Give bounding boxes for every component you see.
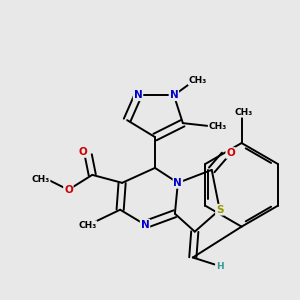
Text: H: H bbox=[216, 262, 224, 271]
Text: CH₃: CH₃ bbox=[189, 76, 207, 85]
Text: O: O bbox=[79, 147, 88, 157]
Text: CH₃: CH₃ bbox=[78, 221, 96, 230]
Text: N: N bbox=[173, 178, 182, 188]
Text: O: O bbox=[226, 148, 235, 158]
Text: O: O bbox=[64, 185, 73, 195]
Text: N: N bbox=[134, 90, 142, 100]
Text: CH₃: CH₃ bbox=[32, 176, 50, 184]
Text: CH₃: CH₃ bbox=[208, 122, 227, 130]
Text: CH₃: CH₃ bbox=[234, 108, 253, 117]
Text: S: S bbox=[216, 205, 224, 215]
Text: N: N bbox=[141, 220, 149, 230]
Text: N: N bbox=[169, 90, 178, 100]
